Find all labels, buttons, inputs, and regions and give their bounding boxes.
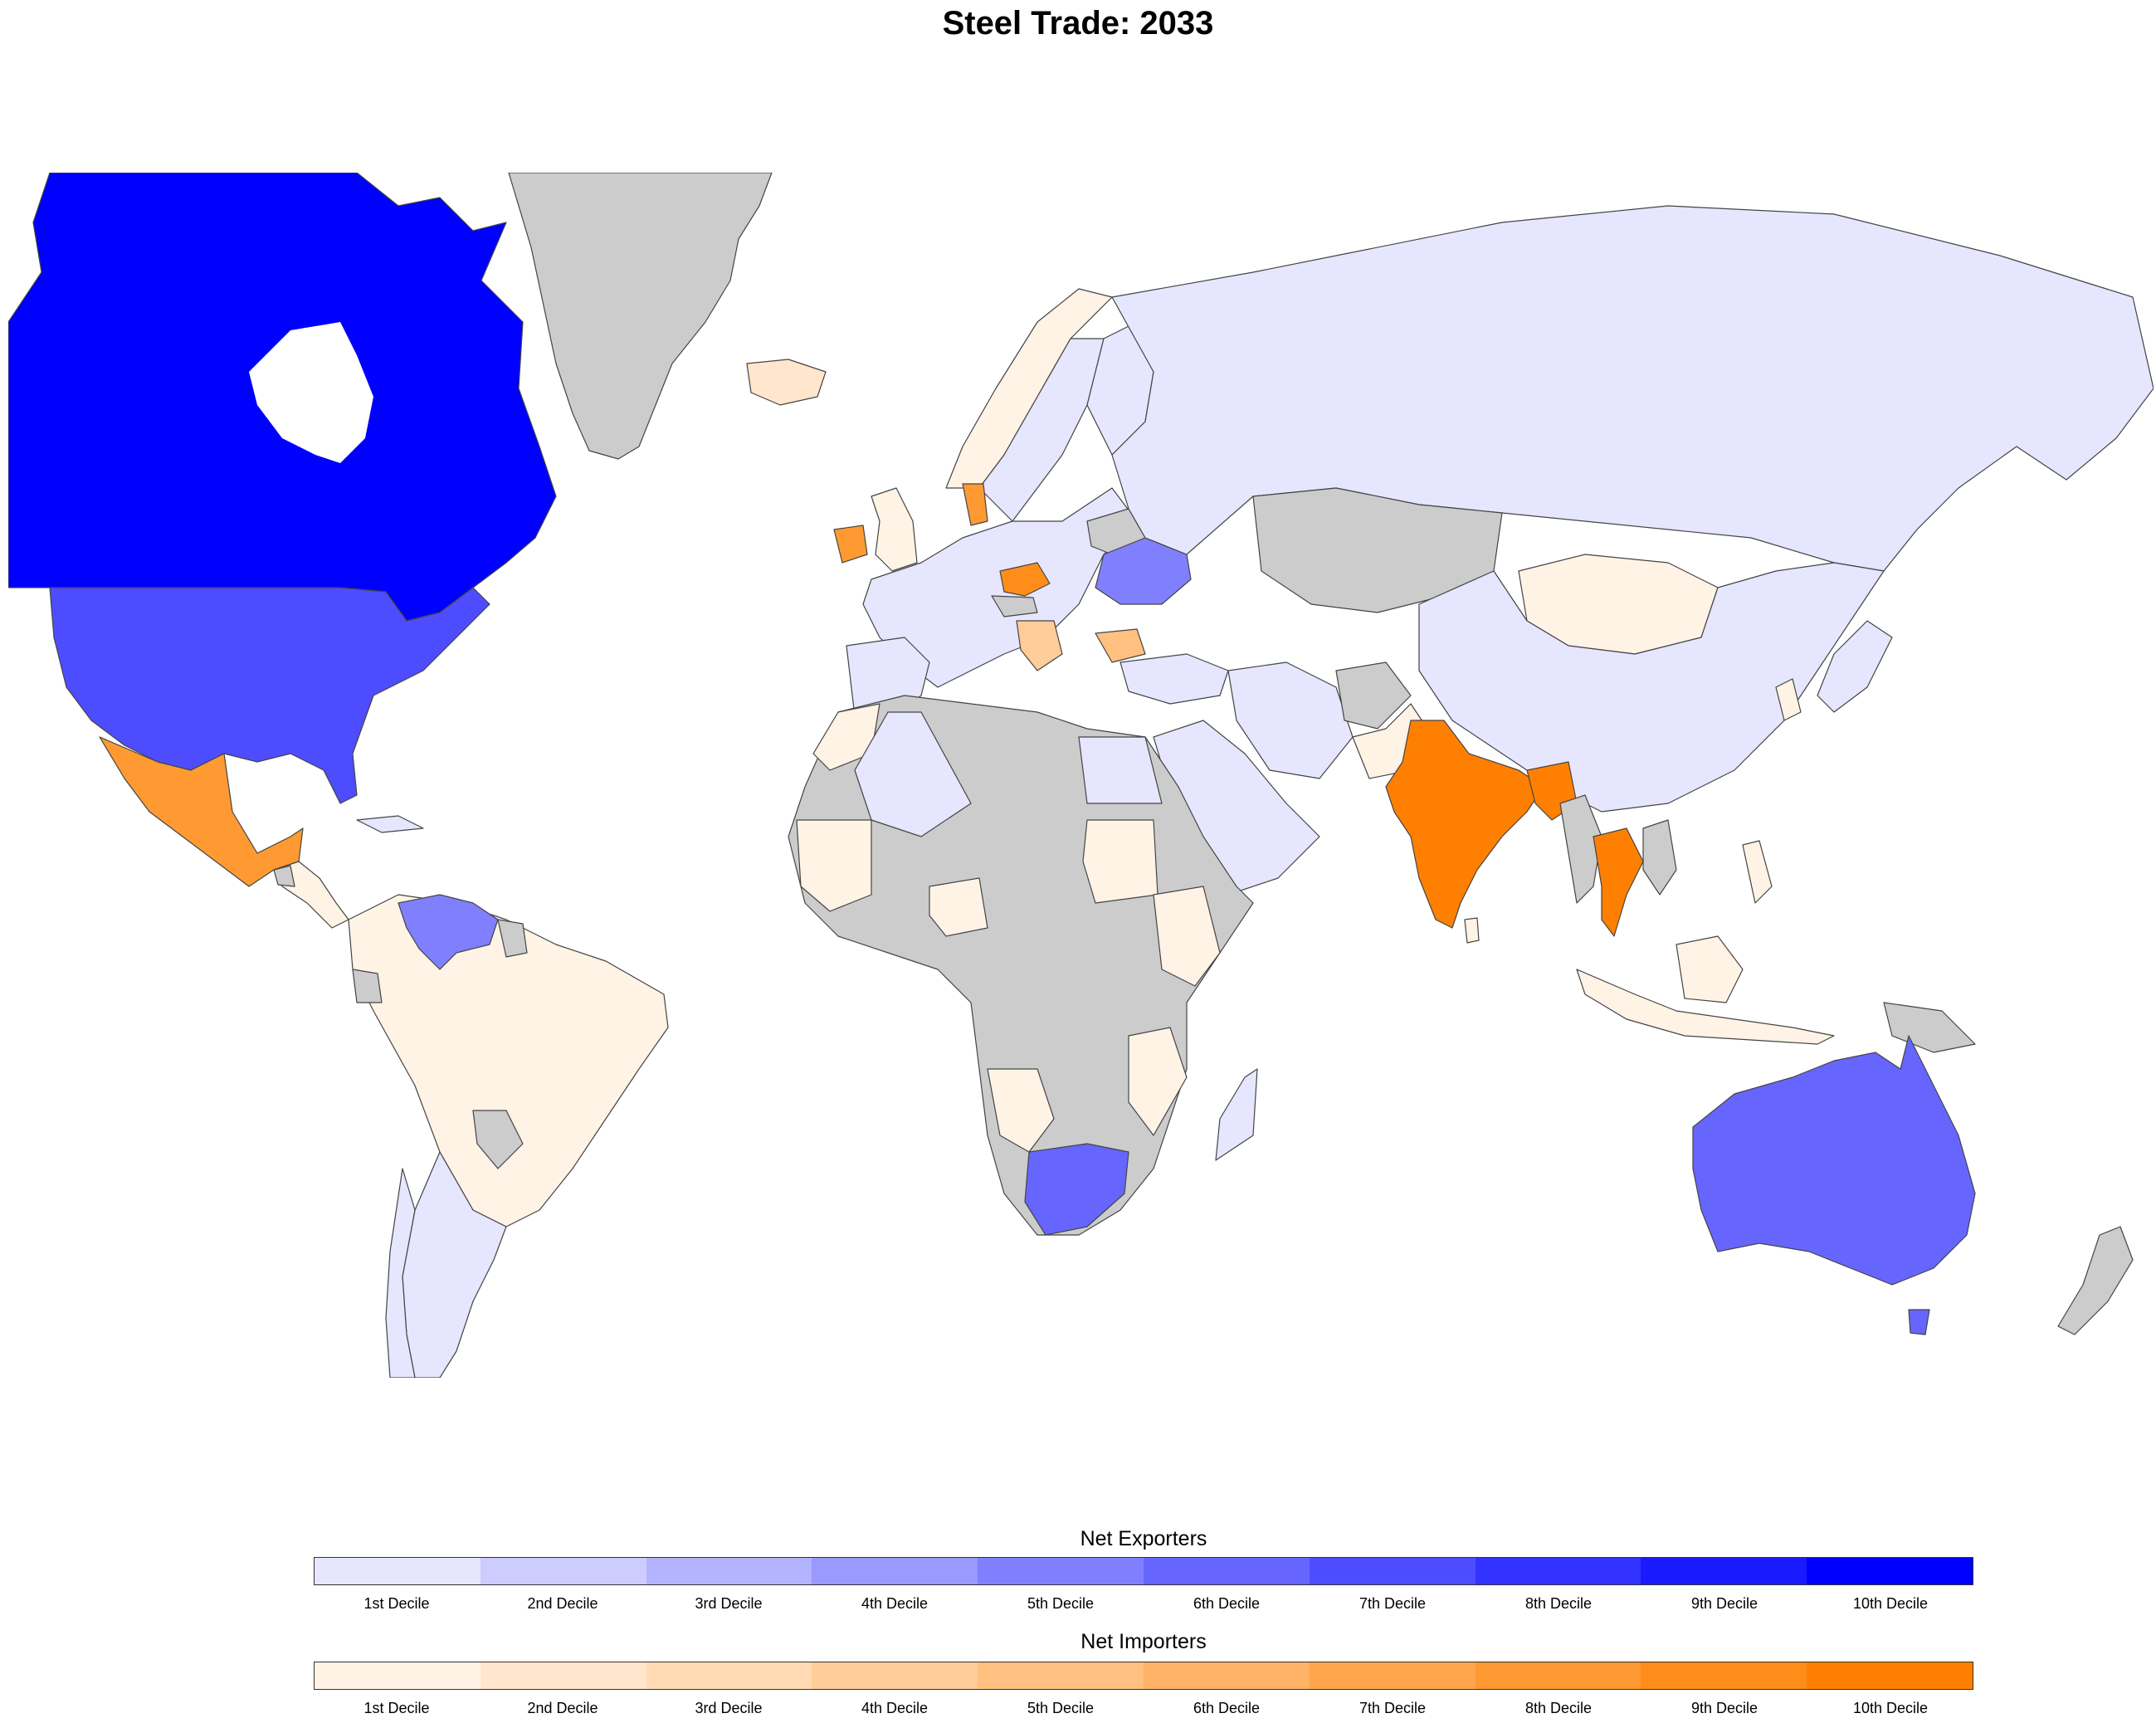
region-east-africa[interactable] <box>1153 886 1221 987</box>
region-philippines[interactable] <box>1742 840 1773 904</box>
region-madagascar[interactable] <box>1215 1068 1258 1161</box>
region-australia[interactable] <box>1692 1035 1976 1286</box>
region-new-zealand[interactable] <box>2057 1226 2134 1335</box>
exporters-swatch-9 <box>1641 1558 1807 1584</box>
importers-label-10: 10th Decile <box>1852 1700 1929 1716</box>
region-india[interactable] <box>1385 720 1544 929</box>
importers-label-3: 3rd Decile <box>695 1700 763 1716</box>
legend-exporters-bar <box>314 1557 1973 1585</box>
exporters-label-8: 8th Decile <box>1524 1595 1593 1612</box>
importers-swatch-4 <box>812 1662 978 1689</box>
legend-exporters-title: Net Exporters <box>1080 1527 1207 1550</box>
region-korea[interactable] <box>1775 678 1802 721</box>
exporters-swatch-6 <box>1143 1558 1310 1584</box>
importers-swatch-2 <box>480 1662 646 1689</box>
importers-label-1: 1st Decile <box>363 1700 430 1716</box>
region-greenland[interactable] <box>508 173 773 460</box>
importers-label-8: 8th Decile <box>1524 1700 1593 1716</box>
importers-swatch-6 <box>1143 1662 1310 1689</box>
legend-importers-title: Net Importers <box>1080 1630 1207 1653</box>
importers-swatch-9 <box>1641 1662 1807 1689</box>
exporters-swatch-4 <box>812 1558 978 1584</box>
exporters-swatch-7 <box>1309 1558 1476 1584</box>
region-afghanistan[interactable] <box>1335 661 1412 730</box>
legend-importers-labels: 1st Decile 2nd Decile 3rd Decile 4th Decile… <box>314 1700 1973 1717</box>
region-austria[interactable] <box>991 595 1038 617</box>
exporters-label-6: 6th Decile <box>1193 1595 1261 1612</box>
importers-label-2: 2nd Decile <box>527 1700 598 1716</box>
exporters-label-3: 3rd Decile <box>695 1595 763 1612</box>
exporters-swatch-8 <box>1475 1558 1641 1584</box>
world-choropleth-map <box>8 173 2154 1378</box>
exporters-swatch-2 <box>480 1558 646 1584</box>
importers-swatch-10 <box>1807 1662 1973 1689</box>
importers-swatch-8 <box>1475 1662 1641 1689</box>
legend-exporters-labels: 1st Decile 2nd Decile 3rd Decile 4th Decile… <box>314 1595 1973 1613</box>
exporters-swatch-3 <box>646 1558 812 1584</box>
exporters-label-9: 9th Decile <box>1690 1595 1758 1612</box>
region-iran[interactable] <box>1227 661 1354 779</box>
hudson-bay <box>249 322 373 463</box>
region-united-states[interactable] <box>49 587 490 804</box>
region-sudan[interactable] <box>1082 819 1158 904</box>
region-southern-africa-north[interactable] <box>987 1068 1055 1153</box>
exporters-label-2: 2nd Decile <box>527 1595 598 1612</box>
region-guatemala[interactable] <box>273 865 295 887</box>
importers-label-4: 4th Decile <box>861 1700 929 1716</box>
region-chile[interactable] <box>385 1168 416 1378</box>
region-guyana[interactable] <box>497 919 528 958</box>
map-title: Steel Trade: 2033 <box>942 5 1214 41</box>
region-mozambique[interactable] <box>1128 1027 1188 1136</box>
region-nigeria[interactable] <box>929 877 988 937</box>
region-borneo[interactable] <box>1676 935 1744 1003</box>
importers-swatch-3 <box>646 1662 812 1689</box>
region-balkans[interactable] <box>1016 620 1063 671</box>
legend-importers-bar <box>314 1662 1973 1690</box>
importers-label-5: 5th Decile <box>1027 1700 1095 1716</box>
importers-swatch-5 <box>978 1662 1144 1689</box>
region-denmark[interactable] <box>962 483 988 526</box>
region-iceland[interactable] <box>746 359 827 406</box>
region-papua-new-guinea[interactable] <box>1883 1002 1976 1053</box>
region-china[interactable] <box>1418 562 1885 813</box>
exporters-swatch-1 <box>315 1558 480 1584</box>
region-ecuador[interactable] <box>352 969 383 1003</box>
region-south-america[interactable] <box>348 894 669 1228</box>
importers-label-6: 6th Decile <box>1193 1700 1261 1716</box>
region-egypt[interactable] <box>1078 736 1163 804</box>
region-west-africa[interactable] <box>796 819 872 912</box>
region-thailand[interactable] <box>1593 827 1644 937</box>
region-myanmar[interactable] <box>1559 794 1602 904</box>
region-tasmania[interactable] <box>1908 1309 1930 1335</box>
region-indonesia[interactable] <box>1576 969 1835 1045</box>
exporters-label-1: 1st Decile <box>363 1595 430 1612</box>
region-japan[interactable] <box>1817 620 1893 713</box>
exporters-label-7: 7th Decile <box>1358 1595 1427 1612</box>
region-bulgaria[interactable] <box>1095 628 1146 663</box>
region-paraguay[interactable] <box>472 1110 524 1169</box>
exporters-label-5: 5th Decile <box>1027 1595 1095 1612</box>
region-czechia[interactable] <box>999 562 1051 597</box>
region-united-kingdom[interactable] <box>871 487 918 572</box>
region-morocco[interactable] <box>812 703 880 771</box>
region-sri-lanka[interactable] <box>1464 917 1480 944</box>
region-cuba[interactable] <box>356 815 424 833</box>
exporters-swatch-5 <box>978 1558 1144 1584</box>
importers-swatch-1 <box>315 1662 480 1689</box>
region-ireland[interactable] <box>833 525 868 564</box>
region-south-africa[interactable] <box>1024 1143 1129 1236</box>
region-mexico[interactable] <box>99 736 304 887</box>
region-turkey[interactable] <box>1119 653 1229 705</box>
importers-label-9: 9th Decile <box>1690 1700 1758 1716</box>
exporters-label-10: 10th Decile <box>1852 1595 1929 1612</box>
exporters-label-4: 4th Decile <box>861 1595 929 1612</box>
region-venezuela[interactable] <box>398 894 499 970</box>
exporters-swatch-10 <box>1807 1558 1973 1584</box>
importers-swatch-7 <box>1309 1662 1476 1689</box>
importers-label-7: 7th Decile <box>1358 1700 1427 1716</box>
region-vietnam-area[interactable] <box>1642 819 1677 896</box>
